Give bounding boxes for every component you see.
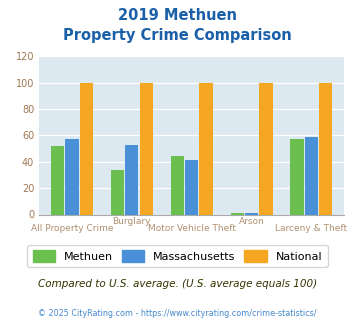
Bar <box>260 82 273 214</box>
Legend: Methuen, Massachusetts, National: Methuen, Massachusetts, National <box>27 245 328 267</box>
Bar <box>185 160 198 214</box>
Bar <box>140 82 153 214</box>
Text: All Property Crime: All Property Crime <box>31 224 113 233</box>
Bar <box>171 156 184 214</box>
Bar <box>290 139 304 214</box>
Text: Compared to U.S. average. (U.S. average equals 100): Compared to U.S. average. (U.S. average … <box>38 279 317 289</box>
Text: © 2025 CityRating.com - https://www.cityrating.com/crime-statistics/: © 2025 CityRating.com - https://www.city… <box>38 309 317 317</box>
Text: Motor Vehicle Theft: Motor Vehicle Theft <box>148 224 236 233</box>
Bar <box>125 145 138 214</box>
Bar <box>111 170 124 214</box>
Text: Larceny & Theft: Larceny & Theft <box>275 224 348 233</box>
Text: Burglary: Burglary <box>113 217 151 226</box>
Text: Property Crime Comparison: Property Crime Comparison <box>63 28 292 43</box>
Bar <box>65 139 78 214</box>
Text: Arson: Arson <box>239 217 264 226</box>
Bar <box>319 82 332 214</box>
Bar <box>231 213 244 214</box>
Bar <box>200 82 213 214</box>
Bar <box>305 137 318 214</box>
Text: 2019 Methuen: 2019 Methuen <box>118 8 237 23</box>
Bar <box>245 213 258 214</box>
Bar <box>80 82 93 214</box>
Bar <box>51 146 64 214</box>
